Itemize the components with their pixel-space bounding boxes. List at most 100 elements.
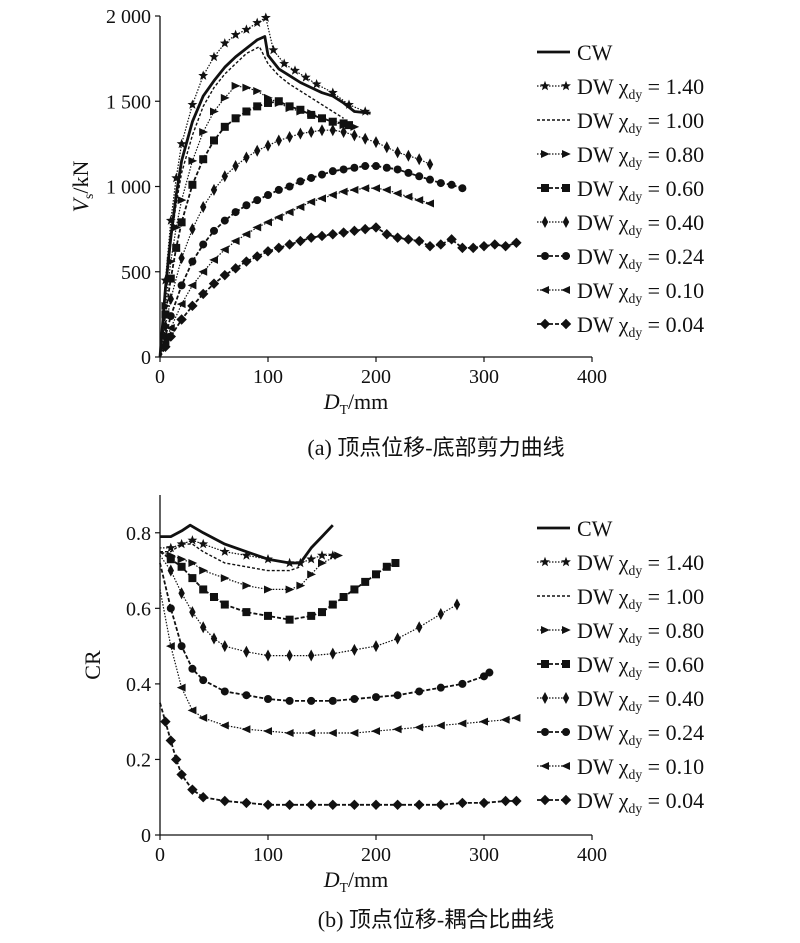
data-point [415,687,424,696]
data-point [296,105,305,114]
data-point [372,570,380,579]
chart-panel-b: 0 100 200 300 400 0 0.2 0.4 0.6 0.8 DT/mm CR CW DW χd… [80,495,704,932]
data-point [468,242,479,254]
data-point [308,125,315,138]
data-point [176,138,187,149]
series-6 [159,562,494,705]
data-point [177,642,186,651]
legend-swatch-marker [562,692,570,704]
data-point [392,232,403,243]
x-tick-label: 400 [577,844,607,866]
data-point [311,79,322,89]
data-point [188,664,197,673]
data-point [307,173,316,182]
data-point [453,598,461,611]
data-point [458,184,467,193]
data-point [210,226,218,235]
legend-entry: DW χdy = 0.80 [577,142,704,170]
data-point [284,208,294,217]
series-1 [160,535,338,568]
data-point [296,581,306,590]
data-point [252,223,262,232]
data-point [274,213,283,222]
data-point [457,797,468,809]
y-tick-label: 0.4 [126,674,151,696]
data-point [188,559,198,567]
data-point [306,729,316,737]
data-point [447,180,456,189]
data-point [285,585,295,594]
data-point [253,196,262,205]
data-point [297,127,304,140]
data-point [262,799,274,810]
x-tick-label: 400 [577,366,607,388]
data-point [392,799,403,810]
data-point [435,799,446,810]
data-point [285,182,294,191]
data-point [414,799,425,810]
data-point [230,237,240,246]
series-line [159,562,490,702]
data-point [260,12,271,22]
data-point [306,554,317,564]
data-point [165,215,176,225]
series-line [158,35,371,358]
data-point [220,574,230,583]
legend-entry: DW χdy = 0.40 [577,686,704,714]
legend: CW DW χdy = 1.40 DW χdy = 1.00 DW χdy = 0.8… [537,516,704,816]
data-point [162,320,169,333]
data-point [500,715,510,724]
data-point [361,162,370,171]
data-point [187,300,198,312]
data-point [220,600,229,609]
data-point [231,114,240,123]
data-point [362,132,369,145]
data-point [329,647,336,660]
data-point [220,687,229,696]
data-point [279,58,290,68]
data-point [242,201,251,210]
data-point [253,87,262,96]
x-tick-label: 300 [469,366,499,388]
data-point [284,239,295,250]
data-point [263,218,272,227]
data-point [210,632,218,645]
data-point [284,729,294,737]
data-point [344,99,354,109]
data-point [425,199,434,208]
data-point [458,679,467,688]
data-point [243,151,250,164]
data-point [334,551,343,560]
data-point [285,615,294,624]
data-point [243,645,250,658]
data-point [414,723,424,732]
data-point [241,725,251,734]
legend-swatch-marker [562,252,570,260]
y-tick-label: 0.8 [126,523,151,545]
figure-caption: (a) 顶点位移-底部剪力曲线 [307,435,564,460]
data-point [318,559,327,567]
data-point [318,114,326,123]
legend-swatch-marker [561,80,571,91]
data-point [351,129,358,142]
data-point [208,278,220,289]
y-axis-label: CR [80,650,105,680]
data-point [327,229,338,240]
data-point [167,293,174,306]
data-point [253,102,262,111]
data-point [360,223,371,235]
data-point [392,189,402,198]
series-1 [159,12,371,358]
data-point [382,185,391,194]
x-tick-label: 200 [361,366,391,388]
data-point [295,235,306,247]
data-point [349,799,360,810]
data-point [176,300,186,309]
data-point [328,167,337,176]
y-tick-label: 1 000 [106,177,151,199]
data-point [414,235,425,247]
data-point [383,141,390,154]
x-axis-label: DT/mm [323,867,389,895]
data-point [300,72,311,82]
data-point [457,719,467,728]
